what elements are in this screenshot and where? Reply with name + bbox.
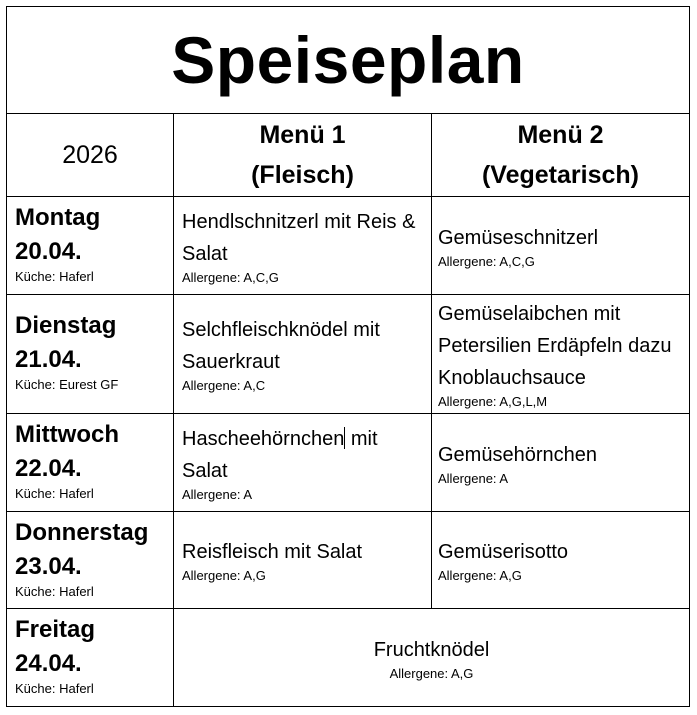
menu2-tuesday: Gemüselaibchen mit Petersilien Erdäpfeln… [431,294,690,414]
page-title: Speiseplan [6,6,690,114]
kitchen-label: Küche: Eurest GF [15,377,119,392]
dish-name: Reisfleisch mit Salat [182,541,363,563]
dish-name: Gemüsehörnchen [438,443,597,466]
dish-name: Gemüseschnitzerl [438,226,599,249]
menu1-header: Menü 1 (Fleisch) [173,113,432,197]
dish-text-part: mit Salat [182,427,378,482]
year: 2026 [62,141,118,169]
allergen-label: Allergene: A,G [438,568,522,583]
allergen-label: Allergene: A,G [182,568,266,583]
day-cell-friday: Freitag 24.04. Küche: Haferl [6,608,174,707]
day-name: Montag [15,204,101,231]
day-cell-monday: Montag 20.04. Küche: Haferl [6,196,174,295]
allergen-label: Allergene: A,C,G [438,253,535,269]
kitchen-label: Küche: Haferl [15,486,94,501]
dish-name: Gemüselaibchen mit Petersilien Erdäpfeln… [438,303,672,389]
day-name: Mittwoch [15,421,119,448]
day-cell-wednesday: Mittwoch 22.04. Küche: Haferl [6,413,174,512]
dish-name: Gemüserisotto [438,541,569,563]
day-date: 22.04. [15,455,82,482]
kitchen-label: Küche: Haferl [15,681,94,696]
allergen-label: Allergene: A,C,G [182,269,279,285]
day-name: Dienstag [15,312,117,339]
day-date: 21.04. [15,346,82,373]
menu2-monday: Gemüseschnitzerl Allergene: A,C,G [431,196,690,295]
menu1-subtitle: (Fleisch) [251,161,354,189]
allergen-label: Allergene: A,G,L,M [438,394,548,409]
menu2-thursday: Gemüserisotto Allergene: A,G [431,511,690,609]
menu1-tuesday: Selchfleischknödel mit Sauerkraut Allerg… [173,294,432,414]
day-date: 24.04. [15,650,82,677]
allergen-label: Allergene: A [182,486,253,502]
menu1-wednesday[interactable]: Hascheehörnchen mit Salat Allergene: A [173,413,432,512]
menu1-thursday: Reisfleisch mit Salat Allergene: A,G [173,511,432,609]
menu1-title: Menü 1 [259,121,346,149]
dish-text-part: Hascheehörnchen [182,427,345,450]
dish-name: Hendlschnitzerl mit Reis & Salat [182,210,416,265]
menu2-wednesday: Gemüsehörnchen Allergene: A [431,413,690,512]
day-name: Freitag [15,616,96,643]
dish-name: Fruchtknödel [373,638,490,661]
day-cell-tuesday: Dienstag 21.04. Küche: Eurest GF [6,294,174,414]
day-cell-thursday: Donnerstag 23.04. Küche: Haferl [6,511,174,609]
dish-name[interactable]: Hascheehörnchen mit Salat [182,423,425,487]
kitchen-label: Küche: Haferl [15,584,94,599]
year-header: 2026 [6,113,174,197]
dish-name: Selchfleischknödel mit Sauerkraut [182,319,380,373]
day-date: 20.04. [15,238,82,265]
kitchen-label: Küche: Haferl [15,269,94,284]
day-name: Donnerstag [15,519,149,546]
menu1-monday: Hendlschnitzerl mit Reis & Salat Allerge… [173,196,432,295]
allergen-label: Allergene: A,G [389,665,474,681]
allergen-label: Allergene: A,C [182,378,266,393]
menu2-header: Menü 2 (Vegetarisch) [431,113,690,197]
menu-friday-combined: Fruchtknödel Allergene: A,G [173,608,690,707]
day-date: 23.04. [15,553,82,580]
text-cursor [344,426,346,449]
allergen-label: Allergene: A [438,470,509,486]
menu2-subtitle: (Vegetarisch) [481,161,639,189]
menu2-title: Menü 2 [517,121,604,149]
